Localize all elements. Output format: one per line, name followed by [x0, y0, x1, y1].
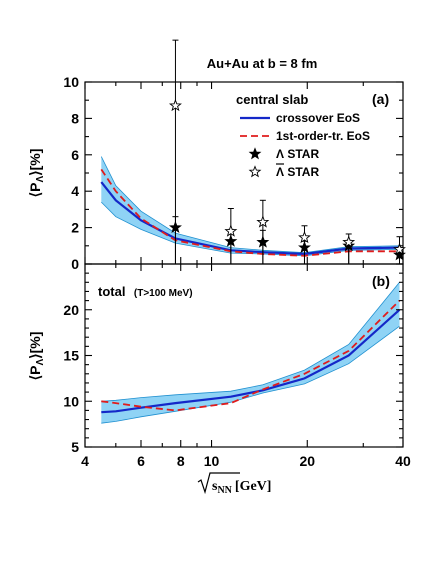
crossover-line	[101, 308, 401, 414]
antilambda-star-point	[342, 235, 356, 248]
y-tick-label: 20	[63, 302, 79, 318]
crossover-band	[101, 156, 400, 256]
antilambda-star-point	[168, 98, 182, 112]
x-tick-label: 8	[177, 453, 185, 469]
crossover-band-lower-edge	[101, 325, 400, 424]
x-label-main: s	[212, 479, 218, 494]
y-tick-label: 5	[71, 439, 79, 455]
y-tick-label: 10	[63, 74, 79, 90]
x-label-unit: [GeV]	[235, 479, 272, 494]
x-axis-label: sNN [GeV]	[197, 472, 271, 496]
antilambda-star-point	[298, 230, 311, 244]
panel-a: 0 2 4 6 8 10 central slab (a) crossover EoS 1s…	[27, 39, 406, 272]
svg-text:sNN[GeV]: sNN [GeV]	[212, 479, 271, 496]
y-tick-label: 6	[71, 147, 79, 163]
y-tick-label: 2	[71, 220, 79, 236]
legend-antilambda-star-icon	[248, 165, 262, 178]
x-tick-label: 10	[204, 453, 220, 469]
crossover-band-upper-edge	[101, 282, 400, 402]
panel-b-plot-area	[101, 282, 401, 424]
antilambda-star-point	[224, 224, 238, 237]
x-tick-label: 40	[395, 453, 411, 469]
x-tick-label: 6	[137, 453, 145, 469]
panel-b-label: (b)	[372, 273, 390, 289]
legend-antilambda-label: Λ STAR	[276, 165, 319, 179]
x-label-sub: NN	[217, 485, 232, 496]
panel-b-annotation-main: total	[98, 284, 125, 299]
panel-a-annotation: central slab	[236, 92, 308, 107]
antilambda-star-point	[393, 242, 406, 255]
first-order-line	[100, 168, 400, 257]
panel-b: 5 10 15 20 total (T>100 MeV) (b) ⟨PΛ⟩[%]	[27, 263, 404, 455]
figure-title: Au+Au at b = 8 fm	[207, 56, 318, 71]
y-tick-label: 10	[63, 393, 79, 409]
panel-b-y-ticks: 5 10 15 20	[63, 263, 403, 455]
first-order-line	[101, 299, 401, 412]
panel-a-y-label: ⟨PΛ⟩[%]	[27, 149, 46, 198]
legend-lambda-label: Λ STAR	[276, 147, 319, 161]
sqrt-sign	[197, 472, 240, 495]
x-tick-label: 20	[299, 453, 315, 469]
y-tick-label: 8	[71, 110, 79, 126]
panel-a-plot-area	[100, 39, 406, 264]
legend-first-order-label: 1st-order-tr. EoS	[276, 129, 370, 143]
x-axis-ticks: 4 6 8 10 20 40	[81, 82, 411, 469]
panel-b-annotation: total (T>100 MeV)	[98, 283, 193, 300]
x-tick-label: 4	[81, 453, 89, 469]
antilambda-star-point	[256, 215, 270, 228]
legend-crossover-label: crossover EoS	[276, 111, 360, 125]
y-tick-label: 15	[63, 348, 79, 364]
panel-b-y-label: ⟨PΛ⟩[%]	[27, 332, 46, 381]
panel-a-frame	[84, 81, 404, 265]
panel-b-annotation-sub: (T>100 MeV)	[134, 288, 193, 299]
crossover-band	[101, 282, 400, 424]
legend-lambda-star-icon	[248, 147, 262, 160]
y-tick-label: 0	[71, 256, 79, 272]
y-tick-label: 4	[71, 183, 79, 199]
legend: crossover EoS 1st-order-tr. EoS Λ STAR Λ ST…	[240, 111, 370, 179]
panel-a-label: (a)	[372, 91, 389, 107]
